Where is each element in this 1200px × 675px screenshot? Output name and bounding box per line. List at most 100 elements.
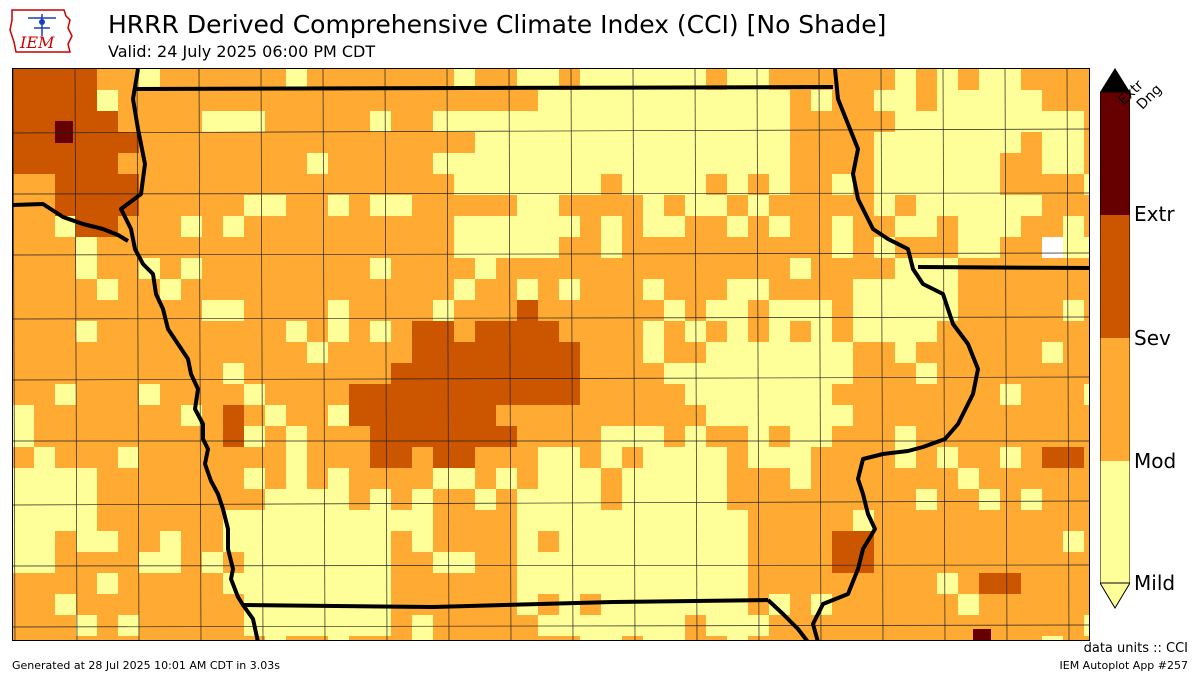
cci-cell bbox=[685, 489, 707, 511]
cci-cell bbox=[580, 195, 602, 217]
cci-cell bbox=[475, 69, 497, 91]
cci-cell bbox=[97, 531, 119, 553]
valid-time: Valid: 24 July 2025 06:00 PM CDT bbox=[108, 42, 376, 61]
cci-cell bbox=[286, 111, 308, 133]
cci-cell bbox=[1084, 132, 1089, 154]
cci-cell bbox=[370, 426, 392, 448]
cci-cell bbox=[874, 300, 896, 322]
cci-cell bbox=[916, 531, 938, 553]
cci-cell bbox=[34, 111, 56, 133]
cci-cell bbox=[307, 258, 329, 280]
cci-cell bbox=[475, 405, 497, 427]
cci-cell bbox=[622, 279, 644, 301]
cci-cell bbox=[643, 321, 665, 343]
cci-cell bbox=[223, 426, 245, 448]
cci-cell bbox=[97, 594, 119, 616]
cci-cell bbox=[727, 90, 749, 112]
cci-cell bbox=[832, 489, 854, 511]
cci-cell bbox=[13, 405, 35, 427]
cci-cell bbox=[790, 594, 812, 616]
cci-cell bbox=[832, 384, 854, 406]
cci-cell bbox=[349, 279, 371, 301]
cci-cell bbox=[55, 636, 77, 640]
cci-cell bbox=[706, 468, 728, 490]
cci-cell bbox=[265, 321, 287, 343]
generated-timestamp: Generated at 28 Jul 2025 10:01 AM CDT in… bbox=[12, 659, 280, 672]
cci-cell bbox=[832, 258, 854, 280]
cci-cell bbox=[622, 111, 644, 133]
cci-cell bbox=[370, 405, 392, 427]
cci-cell bbox=[1063, 468, 1085, 490]
cci-cell bbox=[412, 321, 434, 343]
cci-cell bbox=[664, 258, 686, 280]
cci-cell bbox=[874, 363, 896, 385]
cci-cell bbox=[328, 153, 350, 175]
cci-cell bbox=[307, 132, 329, 154]
cci-cell bbox=[580, 216, 602, 238]
cci-cell bbox=[244, 300, 266, 322]
cci-cell bbox=[1084, 216, 1089, 238]
cci-cell bbox=[769, 258, 791, 280]
cci-cell bbox=[538, 426, 560, 448]
cci-cell bbox=[706, 279, 728, 301]
cci-cell bbox=[223, 153, 245, 175]
cci-cell bbox=[979, 321, 1001, 343]
cci-cell bbox=[622, 552, 644, 574]
cci-cell bbox=[664, 363, 686, 385]
cci-cell bbox=[349, 300, 371, 322]
cci-cell bbox=[160, 195, 182, 217]
cci-cell bbox=[181, 258, 203, 280]
cci-cell bbox=[1000, 489, 1022, 511]
cci-cell bbox=[664, 69, 686, 91]
cci-cell bbox=[517, 111, 539, 133]
cci-cell bbox=[307, 174, 329, 196]
cci-cell bbox=[328, 174, 350, 196]
cci-cell bbox=[685, 510, 707, 532]
cci-cell bbox=[307, 447, 329, 469]
cci-cell bbox=[349, 468, 371, 490]
cci-cell bbox=[202, 195, 224, 217]
cci-cell bbox=[307, 321, 329, 343]
legend-label-sev: Sev bbox=[1134, 326, 1171, 350]
cci-cell bbox=[1063, 342, 1085, 364]
cci-cell bbox=[1063, 615, 1085, 637]
cci-cell bbox=[55, 237, 77, 259]
cci-cell bbox=[559, 69, 581, 91]
cci-cell bbox=[1084, 510, 1089, 532]
cci-cell bbox=[559, 636, 581, 640]
cci-cell bbox=[475, 237, 497, 259]
cci-cell bbox=[874, 69, 896, 91]
cci-cell bbox=[517, 573, 539, 595]
cci-cell bbox=[1000, 342, 1022, 364]
cci-cell bbox=[790, 300, 812, 322]
cci-cell bbox=[349, 174, 371, 196]
cci-cell bbox=[496, 195, 518, 217]
cci-cell bbox=[55, 195, 77, 217]
cci-cell bbox=[55, 573, 77, 595]
cci-cell bbox=[139, 69, 161, 91]
cci-cell bbox=[664, 111, 686, 133]
cci-cell bbox=[244, 111, 266, 133]
mississippi-river-border bbox=[811, 69, 980, 640]
cci-cell bbox=[328, 426, 350, 448]
cci-cell bbox=[1021, 594, 1043, 616]
cci-cell bbox=[664, 510, 686, 532]
cci-cell bbox=[706, 342, 728, 364]
cci-cell bbox=[1021, 216, 1043, 238]
cci-cell bbox=[643, 174, 665, 196]
cci-cell bbox=[538, 405, 560, 427]
cci-cell bbox=[937, 636, 959, 640]
cci-cell bbox=[454, 111, 476, 133]
cci-cell bbox=[55, 594, 77, 616]
cci-cell bbox=[286, 279, 308, 301]
cci-cell bbox=[223, 174, 245, 196]
cci-cell bbox=[895, 90, 917, 112]
cci-cell bbox=[874, 573, 896, 595]
cci-cell bbox=[223, 447, 245, 469]
cci-cell bbox=[412, 174, 434, 196]
cci-cell bbox=[895, 636, 917, 640]
cci-cell bbox=[1042, 363, 1064, 385]
cci-cell bbox=[769, 132, 791, 154]
cci-cell bbox=[454, 69, 476, 91]
cci-cell bbox=[538, 636, 560, 640]
